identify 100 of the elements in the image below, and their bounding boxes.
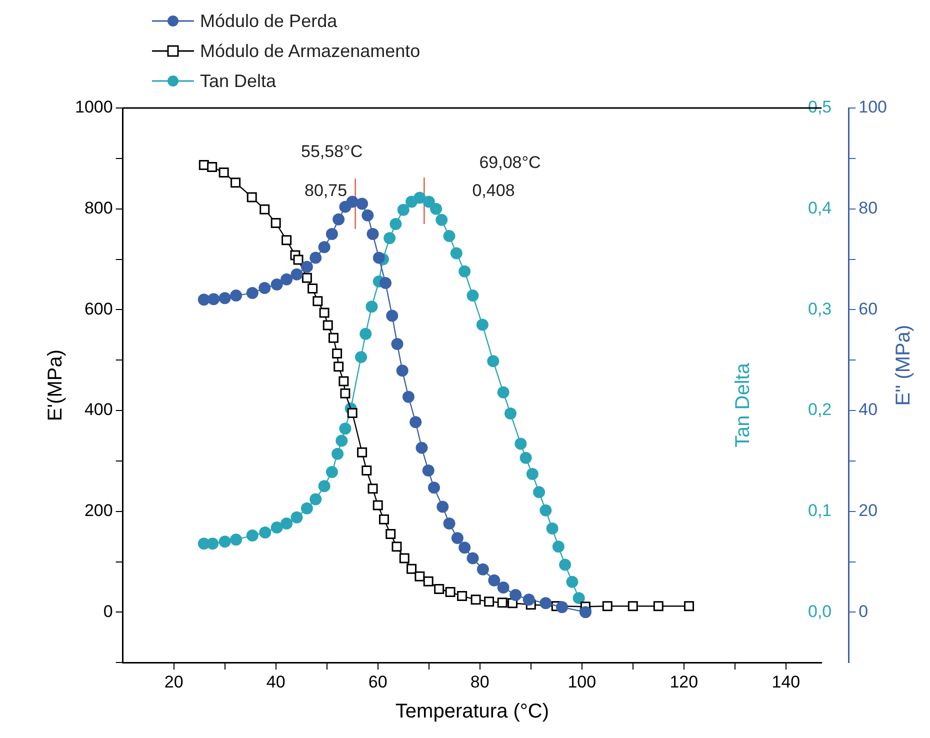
point [445, 587, 456, 598]
point [552, 540, 564, 553]
point [270, 521, 283, 534]
point [336, 434, 348, 447]
point [559, 558, 572, 571]
point [414, 571, 425, 582]
point [246, 287, 258, 300]
point [360, 328, 372, 340]
point [270, 278, 283, 290]
y3-axis-title: E'' (MPa) [892, 324, 915, 406]
point [218, 168, 229, 178]
y-tick-label: 600 [84, 299, 113, 318]
point [470, 594, 481, 605]
y-tick-label: 0 [103, 602, 113, 621]
point [476, 318, 488, 331]
y3-tick-label: 40 [858, 400, 878, 420]
y2-tick-label: 0,2 [808, 400, 832, 420]
point [522, 594, 535, 606]
point [347, 408, 358, 418]
point [434, 584, 444, 594]
y-tick-label: 1000 [74, 98, 113, 117]
point [308, 284, 318, 294]
legend-label: Tan Delta [200, 70, 276, 92]
point [526, 468, 538, 480]
point [436, 214, 448, 226]
point [218, 292, 231, 304]
point [368, 484, 378, 494]
legend-label: Módulo de Armazenamento [200, 40, 420, 62]
point [230, 178, 241, 188]
point [436, 500, 449, 513]
point [300, 502, 313, 514]
point [310, 252, 322, 264]
point [293, 254, 304, 265]
x-tick-label: 40 [266, 672, 286, 692]
point [270, 218, 281, 228]
point [497, 581, 510, 594]
point [362, 209, 374, 222]
point [628, 601, 638, 612]
point [366, 228, 379, 240]
point [318, 241, 330, 254]
y-tick-label: 800 [84, 198, 113, 218]
annotation: 0,408 [472, 180, 515, 200]
point [397, 204, 410, 216]
y3-tick-label: 60 [858, 299, 878, 318]
point [206, 538, 219, 550]
point [466, 290, 479, 302]
point [372, 500, 383, 510]
point [384, 232, 396, 244]
point [540, 504, 552, 516]
point [319, 308, 330, 318]
point [378, 514, 389, 524]
point [396, 364, 408, 377]
point [310, 493, 322, 506]
point [520, 452, 532, 464]
point [280, 273, 293, 286]
point [423, 576, 434, 586]
point [422, 464, 434, 477]
point [357, 447, 368, 458]
point [280, 517, 293, 530]
point [386, 529, 396, 540]
point [328, 332, 338, 343]
point [566, 576, 578, 588]
point [258, 282, 271, 294]
point [332, 213, 345, 226]
point [572, 592, 585, 604]
y2-tick-label: 0,5 [808, 98, 832, 117]
point [380, 276, 392, 289]
point [390, 218, 402, 230]
y3-tick-label: 20 [858, 501, 878, 520]
point [556, 601, 568, 614]
point [207, 162, 218, 172]
y-axis-title: E'(MPa) [44, 349, 67, 422]
point [218, 536, 231, 548]
point [208, 293, 220, 306]
point [414, 192, 426, 204]
y2-axis-title: Tan Delta [732, 362, 754, 448]
point [332, 348, 342, 359]
point [355, 351, 368, 364]
point [326, 466, 338, 478]
annotation: 55,58°C [301, 142, 363, 162]
point [497, 386, 510, 398]
point [430, 202, 442, 215]
point [340, 388, 350, 398]
point [230, 534, 242, 546]
point [443, 517, 456, 530]
point [259, 526, 272, 539]
x-tick-label: 80 [470, 672, 490, 692]
y-tick-label: 200 [84, 501, 113, 520]
point [458, 542, 471, 554]
y3-tick-label: 100 [858, 98, 888, 117]
point [476, 563, 489, 576]
point [406, 564, 417, 574]
point [488, 574, 500, 586]
point [339, 422, 352, 435]
annotation: 80,75 [304, 180, 348, 200]
point [497, 598, 508, 608]
x-tick-label: 60 [368, 672, 388, 692]
y-tick-label: 400 [84, 400, 113, 420]
point [260, 204, 270, 214]
point [546, 522, 558, 534]
